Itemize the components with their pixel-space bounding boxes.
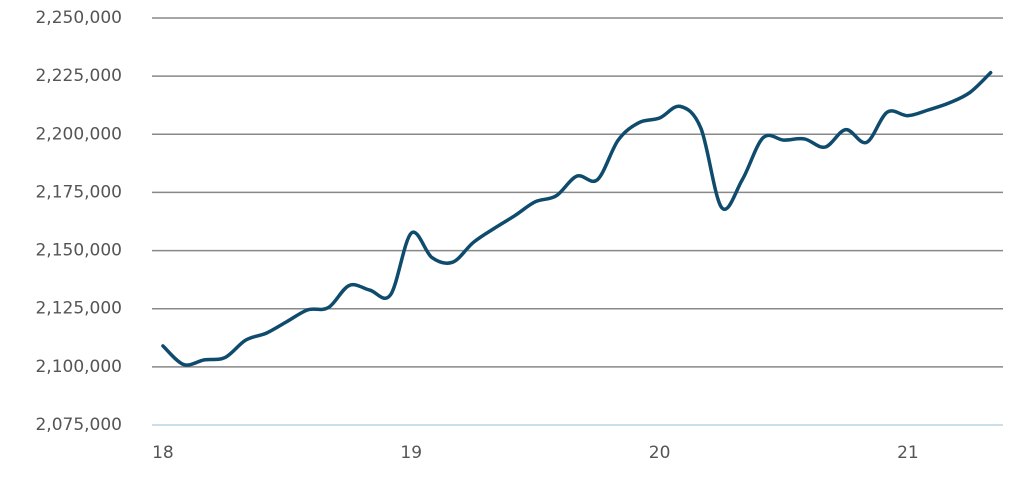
y-tick-label: 2,175,000 <box>35 182 122 202</box>
x-tick-label: 18 <box>152 443 174 463</box>
x-tick-label: 20 <box>649 443 671 463</box>
y-tick-label: 2,125,000 <box>35 299 122 319</box>
x-tick-label: 21 <box>897 443 919 463</box>
y-tick-label: 2,250,000 <box>35 8 122 28</box>
y-tick-label: 2,100,000 <box>35 357 122 377</box>
x-tick-label: 19 <box>400 443 422 463</box>
y-tick-label: 2,150,000 <box>35 241 122 261</box>
y-tick-label: 2,200,000 <box>35 124 122 144</box>
data-line <box>161 70 993 367</box>
y-tick-label: 2,075,000 <box>35 415 122 435</box>
y-tick-label: 2,225,000 <box>35 66 122 86</box>
